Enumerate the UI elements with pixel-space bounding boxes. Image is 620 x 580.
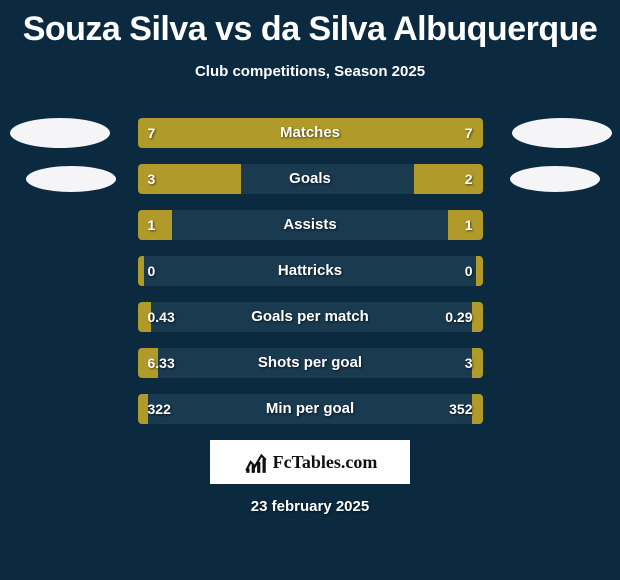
player2-club-badge	[510, 166, 600, 192]
stat-label: Min per goal	[138, 394, 483, 424]
stat-value-left: 3	[148, 164, 156, 194]
subtitle: Club competitions, Season 2025	[0, 63, 620, 80]
player2-name: da Silva Albuquerque	[261, 10, 597, 48]
player1-avatar	[10, 118, 110, 148]
stat-value-right: 0	[465, 256, 473, 286]
stat-value-left: 1	[148, 210, 156, 240]
comparison-title: Souza Silva vs da Silva Albuquerque	[0, 0, 620, 49]
player1-name: Souza Silva	[23, 10, 206, 48]
stat-value-left: 0.43	[148, 302, 175, 332]
site-logo: FcTables.com	[210, 440, 410, 484]
stat-row: Hattricks0 0	[138, 256, 483, 286]
stat-row: Shots per goal6.33 3	[138, 348, 483, 378]
player2-avatar	[512, 118, 612, 148]
stat-label: Hattricks	[138, 256, 483, 286]
stat-label: Shots per goal	[138, 348, 483, 378]
stat-value-left: 322	[148, 394, 171, 424]
stat-value-right: 7	[465, 118, 473, 148]
stat-row: Min per goal322 352	[138, 394, 483, 424]
stat-value-right: 1	[465, 210, 473, 240]
stat-label: Goals	[138, 164, 483, 194]
stat-row: Goals3 2	[138, 164, 483, 194]
logo-text: FcTables.com	[273, 452, 378, 473]
stat-value-left: 0	[148, 256, 156, 286]
stat-rows: Matches77Goals32Assists11Hattricks00Goal…	[138, 118, 483, 424]
player1-club-badge	[26, 166, 116, 192]
stat-row: Matches7 7	[138, 118, 483, 148]
stat-row: Assists1 1	[138, 210, 483, 240]
stat-value-right: 0.29	[445, 302, 472, 332]
stat-value-right: 352	[449, 394, 472, 424]
chart-icon	[243, 449, 269, 475]
stat-row: Goals per match0.43 0.29	[138, 302, 483, 332]
stat-value-right: 3	[465, 348, 473, 378]
chart-area: Matches77Goals32Assists11Hattricks00Goal…	[0, 118, 620, 424]
stat-label: Assists	[138, 210, 483, 240]
vs-label: vs	[215, 10, 252, 48]
stat-label: Goals per match	[138, 302, 483, 332]
stat-value-right: 2	[465, 164, 473, 194]
stat-label: Matches	[138, 118, 483, 148]
stat-value-left: 6.33	[148, 348, 175, 378]
date-label: 23 february 2025	[0, 498, 620, 515]
stat-value-left: 7	[148, 118, 156, 148]
